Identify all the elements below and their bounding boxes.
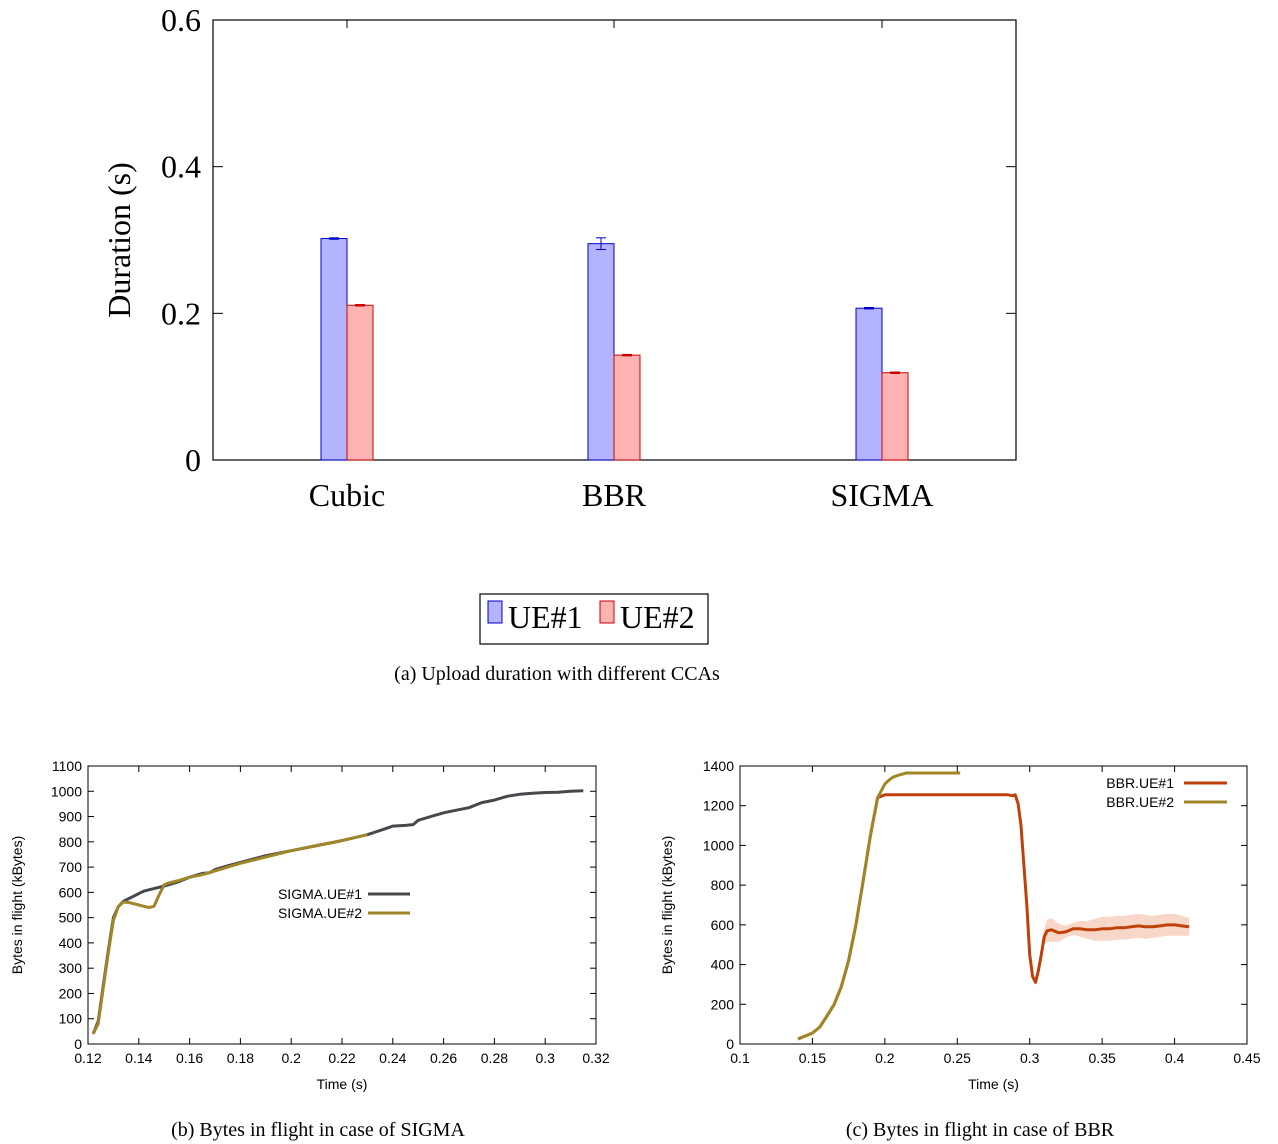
y-tick-label: 800 (711, 877, 735, 893)
caption-b: (b) Bytes in flight in case of SIGMA (171, 1119, 465, 1141)
y-tick-label: 600 (711, 917, 735, 933)
confidence-band-bbr-ue-1 (1032, 913, 1190, 986)
x-tick-label: 0.1 (730, 1050, 750, 1066)
legend-label-ue1: UE#1 (508, 599, 583, 635)
bar-ue1-sigma (855, 307, 883, 461)
legend-label-sigma-ue-1: SIGMA.UE#1 (278, 886, 362, 902)
series-line-bbr-ue-2 (797, 771, 961, 1041)
caption-a: (a) Upload duration with different CCAs (394, 663, 720, 685)
x-tick-label: 0.14 (125, 1050, 152, 1066)
legend-swatch-ue2 (599, 600, 615, 624)
y-tick-label: 200 (59, 985, 83, 1001)
upload-duration-legend: UE#1 UE#2 (479, 593, 709, 645)
bar-ue2-sigma (881, 372, 909, 461)
y-tick-label: 0 (726, 1036, 734, 1052)
x-tick-label: BBR (582, 477, 647, 513)
y-tick-label: 800 (59, 834, 83, 850)
y-tick-label: 900 (59, 809, 83, 825)
x-tick-label: 0.12 (74, 1050, 101, 1066)
y-tick-label: 1200 (703, 798, 734, 814)
x-tick-label: 0.22 (328, 1050, 355, 1066)
legend-label-ue2: UE#2 (620, 599, 695, 635)
y-tick-label: 700 (59, 859, 83, 875)
x-tick-label: 0.26 (430, 1050, 457, 1066)
y-axis-label: Bytes in flight (kBytes) (659, 836, 675, 975)
x-tick-label: 0.2 (281, 1050, 301, 1066)
x-tick-label: 0.35 (1089, 1050, 1116, 1066)
y-axis-label: Bytes in flight (kBytes) (9, 836, 25, 975)
x-tick-label: 0.16 (176, 1050, 203, 1066)
y-tick-label: 100 (59, 1011, 83, 1027)
y-tick-label: 600 (59, 884, 83, 900)
x-tick-label: 0.15 (799, 1050, 826, 1066)
x-tick-label: SIGMA (830, 477, 933, 513)
x-tick-label: 0.2 (875, 1050, 895, 1066)
x-tick-label: Cubic (309, 477, 385, 513)
legend-label-bbr-ue-2: BBR.UE#2 (1106, 794, 1174, 810)
bar-ue2-cubic (346, 304, 374, 461)
y-tick-label: 0.2 (161, 295, 201, 331)
plot-frame (739, 765, 1248, 1045)
bar-ue2-bbr (613, 354, 641, 461)
x-tick-label: 0.25 (944, 1050, 971, 1066)
caption-c: (c) Bytes in flight in case of BBR (846, 1119, 1115, 1141)
y-tick-label: 0.6 (161, 2, 201, 38)
legend-label-bbr-ue-1: BBR.UE#1 (1106, 775, 1174, 791)
y-tick-label: 0 (185, 442, 201, 478)
y-axis-label: Duration (s) (101, 162, 137, 318)
x-tick-label: 0.3 (535, 1050, 555, 1066)
series-line-sigma-ue-2 (91, 833, 368, 1035)
x-axis-label: Time (s) (968, 1076, 1019, 1092)
y-tick-label: 1000 (51, 783, 82, 799)
x-tick-label: 0.28 (481, 1050, 508, 1066)
y-tick-label: 500 (59, 910, 83, 926)
y-tick-label: 1400 (703, 758, 734, 774)
x-tick-label: 0.3 (1020, 1050, 1040, 1066)
y-tick-label: 200 (711, 996, 735, 1012)
x-tick-label: 0.45 (1233, 1050, 1260, 1066)
bbr-bytes-in-flight-chart: 0 200 400 600 800 1000 1200 1400 0.1 0.15 0.2 0.25 0… (659, 758, 1261, 1092)
legend-swatch-ue1 (487, 600, 503, 624)
y-tick-label: 400 (711, 957, 735, 973)
bar-ue1-cubic (320, 238, 348, 461)
y-tick-label: 400 (59, 935, 83, 951)
x-tick-label: 0.4 (1165, 1050, 1185, 1066)
legend-frame (479, 593, 709, 645)
upload-duration-chart: 0 0.2 0.4 0.6 Cubic BBR SIGMA Duration (s) (101, 2, 1017, 513)
x-tick-label: 0.32 (582, 1050, 609, 1066)
legend-label-sigma-ue-2: SIGMA.UE#2 (278, 905, 362, 921)
y-tick-label: 0.4 (161, 149, 201, 185)
x-tick-label: 0.18 (227, 1050, 254, 1066)
sigma-bytes-in-flight-chart: 0 100 200 300 400 500 600 700 800 900 1000 1100 0.12… (9, 758, 610, 1092)
y-tick-label: 1000 (703, 837, 734, 853)
x-axis-label: Time (s) (317, 1076, 368, 1092)
y-tick-label: 0 (74, 1036, 82, 1052)
x-tick-label: 0.24 (379, 1050, 406, 1066)
bar-ue1-bbr (587, 243, 615, 461)
y-tick-label: 300 (59, 960, 83, 976)
y-tick-label: 1100 (52, 758, 82, 774)
